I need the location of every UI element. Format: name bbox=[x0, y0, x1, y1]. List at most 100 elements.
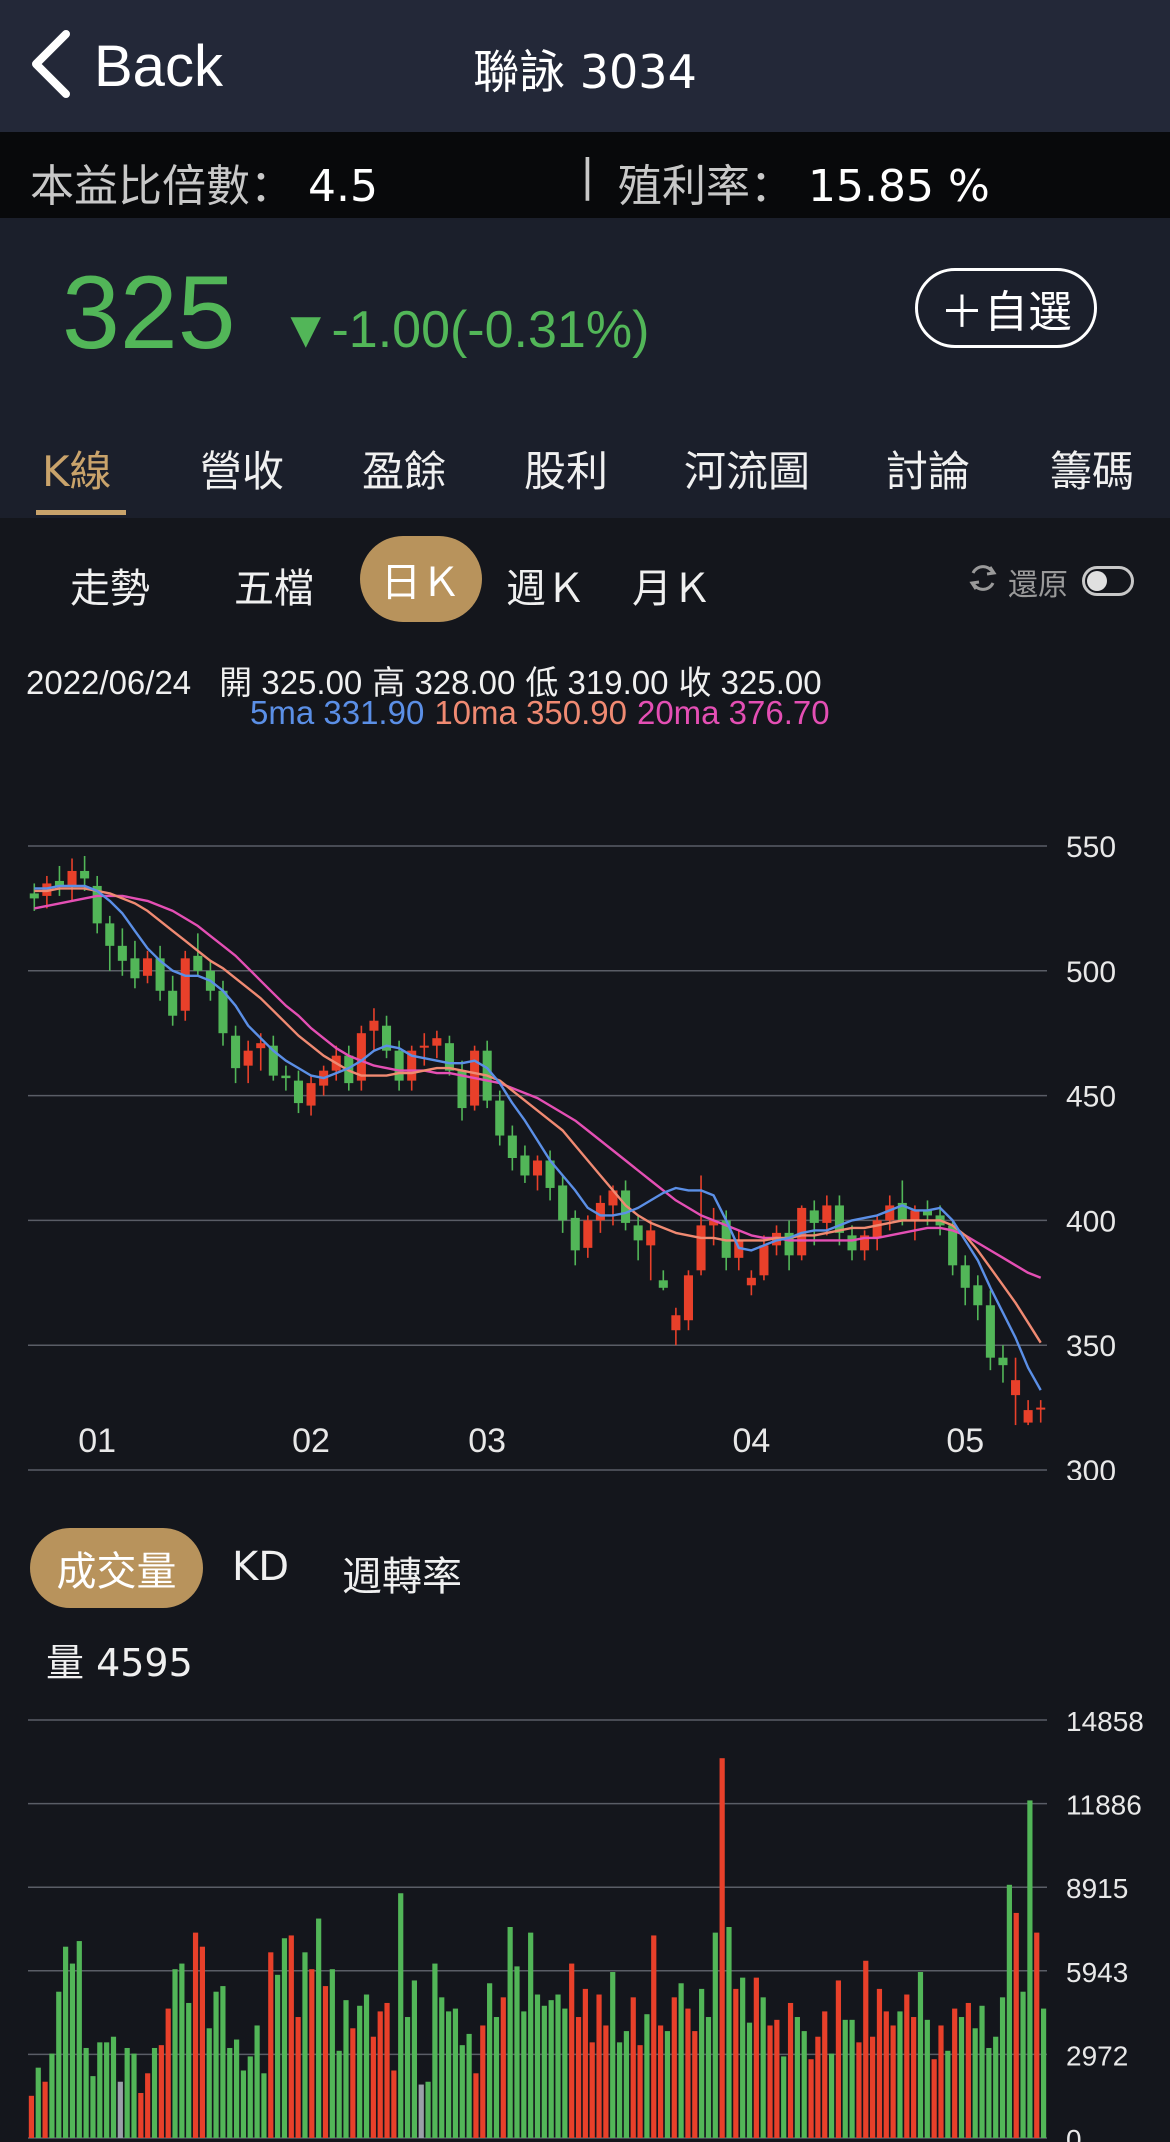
candle-body bbox=[218, 990, 228, 1034]
ma-values: 5ma 331.90 10ma 350.90 20ma 376.70 bbox=[250, 694, 830, 732]
volume-bar bbox=[268, 1952, 274, 2138]
volume-bar bbox=[733, 1988, 739, 2138]
volume-bar bbox=[1013, 1912, 1019, 2138]
volume-bar bbox=[90, 2076, 96, 2138]
toggle-knob bbox=[1087, 571, 1107, 591]
volume-bar bbox=[952, 2008, 958, 2138]
volume-bar bbox=[705, 2017, 712, 2138]
volume-bar bbox=[651, 1935, 657, 2138]
current-price: 325 bbox=[62, 255, 236, 371]
volume-bar bbox=[507, 1927, 513, 2138]
y-tick-label: 450 bbox=[1066, 1081, 1116, 1114]
candle-body bbox=[885, 1205, 895, 1221]
candle-body bbox=[394, 1050, 404, 1081]
candle-body bbox=[847, 1235, 857, 1251]
volume-bar bbox=[350, 2028, 356, 2138]
tab-discussion[interactable]: 討論 bbox=[886, 447, 971, 496]
volume-bar bbox=[151, 2047, 158, 2138]
candle-body bbox=[281, 1075, 291, 1079]
candle-body bbox=[998, 1357, 1008, 1366]
tab-dividend[interactable]: 股利 bbox=[524, 447, 609, 496]
candle-body bbox=[67, 870, 77, 886]
ma20-line bbox=[34, 894, 1042, 1279]
volume-bar bbox=[658, 2025, 664, 2138]
volume-bar bbox=[28, 2095, 35, 2138]
candle-body bbox=[256, 1043, 266, 1049]
volume-bar bbox=[329, 1969, 335, 2138]
volume-bar bbox=[227, 2047, 233, 2138]
candle-body bbox=[1011, 1380, 1021, 1396]
candle-body bbox=[105, 923, 115, 946]
tab-chips[interactable]: 籌碼 bbox=[1050, 447, 1135, 496]
volume-bar bbox=[35, 2067, 41, 2138]
volume-bar bbox=[336, 2050, 342, 2138]
restore-option[interactable]: 還原 bbox=[966, 560, 1068, 604]
volume-bar bbox=[849, 2019, 855, 2138]
page-title: 聯詠 3034 bbox=[473, 45, 697, 99]
volume-bar bbox=[541, 2005, 547, 2138]
candle-body bbox=[155, 958, 165, 991]
volume-bar bbox=[528, 1932, 534, 2138]
volume-bar bbox=[979, 2005, 985, 2138]
candle-body bbox=[897, 1202, 907, 1221]
restore-toggle[interactable] bbox=[1082, 566, 1134, 596]
candle-body bbox=[784, 1232, 794, 1256]
volume-bar bbox=[322, 1986, 329, 2138]
volume-bar bbox=[835, 1980, 842, 2138]
tab-river-chart[interactable]: 河流圖 bbox=[684, 447, 811, 496]
ohlc-low: 低 319.00 bbox=[525, 664, 669, 701]
volume-bar bbox=[972, 2028, 978, 2138]
volume-bar bbox=[363, 1994, 370, 2138]
volume-bar bbox=[281, 1938, 288, 2138]
x-tick-label: 02 bbox=[292, 1422, 330, 1460]
volume-bar bbox=[466, 2033, 472, 2138]
volume-bar bbox=[192, 1932, 199, 2138]
y-tick-label: 2972 bbox=[1066, 2040, 1128, 2071]
volume-bar bbox=[521, 2011, 527, 2138]
candle-body bbox=[1023, 1410, 1033, 1423]
candle-body bbox=[407, 1050, 417, 1081]
volume-bar bbox=[746, 2022, 753, 2138]
kline-chart[interactable]: 550500450400350300010203040506 bbox=[0, 820, 1170, 1480]
volume-bar bbox=[883, 2011, 889, 2138]
candle-body bbox=[558, 1185, 568, 1221]
volume-bar bbox=[117, 2081, 123, 2138]
candle-body bbox=[910, 1210, 920, 1221]
candle-body bbox=[142, 958, 153, 976]
subtab-weekly-k[interactable]: 週Ｋ bbox=[506, 566, 586, 612]
candle-body bbox=[382, 1025, 392, 1051]
tab-earnings[interactable]: 盈餘 bbox=[362, 447, 447, 496]
add-watchlist-button[interactable]: ＋自選 bbox=[915, 268, 1097, 348]
volume-chart[interactable]: 14858 11886 8915 5943 2972 0 bbox=[0, 1700, 1170, 2142]
volume-bar bbox=[377, 2011, 383, 2138]
candle-body bbox=[683, 1275, 693, 1321]
indicator-tab-kd[interactable]: KD bbox=[232, 1544, 290, 1590]
candle-body bbox=[822, 1205, 832, 1223]
candle-body bbox=[80, 870, 90, 879]
volume-bar bbox=[445, 2011, 452, 2138]
indicator-tabs: 成交量 KD 週轉率 bbox=[0, 1524, 1170, 1610]
volume-bar bbox=[240, 2070, 247, 2138]
volume-bar bbox=[110, 2036, 117, 2138]
volume-bar bbox=[876, 1988, 883, 2138]
yield-label: 殖利率： bbox=[618, 161, 794, 212]
subtab-five-levels[interactable]: 五檔 bbox=[234, 566, 314, 612]
y-tick-label: 8915 bbox=[1066, 1873, 1128, 1904]
volume-bar bbox=[644, 2014, 650, 2138]
candle-body bbox=[985, 1305, 995, 1358]
subtab-monthly-k[interactable]: 月Ｋ bbox=[632, 566, 712, 612]
back-button[interactable]: Back bbox=[28, 26, 223, 106]
candle-body bbox=[419, 1045, 429, 1048]
indicator-tab-volume[interactable]: 成交量 bbox=[30, 1528, 203, 1608]
volume-bar bbox=[42, 2081, 48, 2138]
volume-bar bbox=[49, 2053, 55, 2138]
volume-bar bbox=[357, 2005, 363, 2138]
tab-kline[interactable]: K線 bbox=[42, 447, 112, 496]
indicator-tab-turnover[interactable]: 週轉率 bbox=[342, 1554, 462, 1600]
tab-revenue[interactable]: 營收 bbox=[200, 447, 285, 496]
quote-panel: 325 ▼-1.00(-0.31%) ＋自選 bbox=[0, 218, 1170, 518]
volume-bar bbox=[753, 1977, 759, 2138]
volume-bar bbox=[493, 2017, 500, 2138]
subtab-trend[interactable]: 走勢 bbox=[70, 566, 150, 612]
subtab-daily-k[interactable]: 日Ｋ bbox=[360, 536, 482, 622]
